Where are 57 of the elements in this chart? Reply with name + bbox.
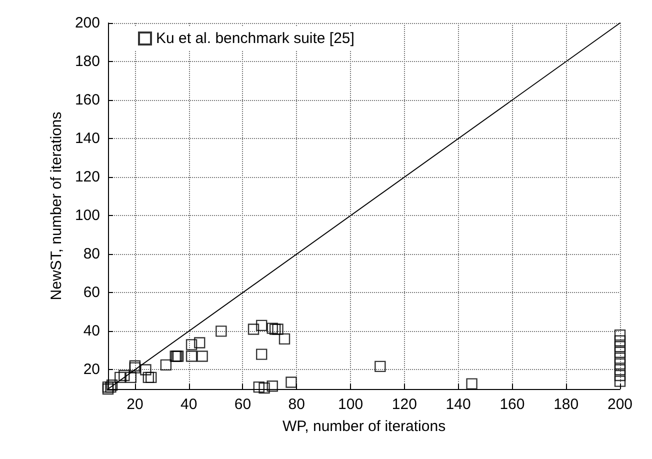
- point: [146, 372, 157, 384]
- y-tick-label: 200: [74, 14, 100, 32]
- point: [118, 370, 130, 382]
- x-tick-label: 140: [446, 396, 471, 413]
- point: [614, 346, 626, 358]
- point: [142, 372, 154, 384]
- point: [614, 370, 626, 382]
- point: [286, 376, 297, 388]
- y-tick-label: 140: [74, 130, 100, 148]
- y-tick-label: 100: [74, 207, 100, 224]
- x-tick-label: 20: [126, 396, 144, 413]
- y-tick-label: 160: [74, 92, 100, 109]
- y-tick-label: 60: [83, 284, 100, 302]
- x-tick-label: 40: [180, 396, 198, 413]
- x-tick-label: 80: [288, 396, 305, 413]
- x-tick-label: 180: [554, 396, 579, 413]
- y-tick-label: 40: [83, 322, 100, 340]
- point: [140, 364, 152, 376]
- x-tick-label: 160: [500, 396, 525, 413]
- point: [256, 348, 268, 360]
- legend-label: Ku et al. benchmark suite [25]: [156, 30, 354, 47]
- point: [466, 378, 478, 390]
- y-tick-label: 80: [83, 246, 100, 263]
- point: [253, 381, 265, 393]
- x-axis-title: WP, number of iterations: [282, 418, 446, 435]
- point: [374, 360, 386, 372]
- x-tick-label: 100: [338, 396, 364, 413]
- x-tick-label: 200: [607, 396, 633, 413]
- point: [258, 382, 270, 394]
- point: [194, 337, 206, 348]
- point: [614, 329, 626, 341]
- point: [278, 333, 290, 345]
- point: [186, 339, 198, 350]
- y-axis-title: NewST, number of iterations: [48, 112, 66, 300]
- y-tick-label: 180: [74, 53, 100, 70]
- point: [614, 335, 626, 346]
- point: [196, 350, 208, 362]
- point: [266, 380, 278, 392]
- point: [248, 324, 260, 335]
- point: [614, 364, 626, 376]
- point: [160, 359, 172, 371]
- x-tick-label: 60: [234, 396, 252, 413]
- point: [272, 324, 284, 335]
- point: [216, 326, 227, 337]
- y-tick-label: 20: [83, 361, 100, 378]
- x-tick-label: 120: [392, 396, 417, 413]
- point: [125, 372, 137, 384]
- point: [614, 376, 626, 387]
- point: [614, 358, 626, 370]
- point: [614, 341, 626, 352]
- point: [266, 322, 278, 334]
- point: [614, 352, 626, 364]
- point: [114, 372, 126, 384]
- point: [269, 324, 281, 335]
- y-tick-label: 120: [74, 168, 100, 186]
- point: [186, 350, 198, 362]
- point: [256, 320, 268, 332]
